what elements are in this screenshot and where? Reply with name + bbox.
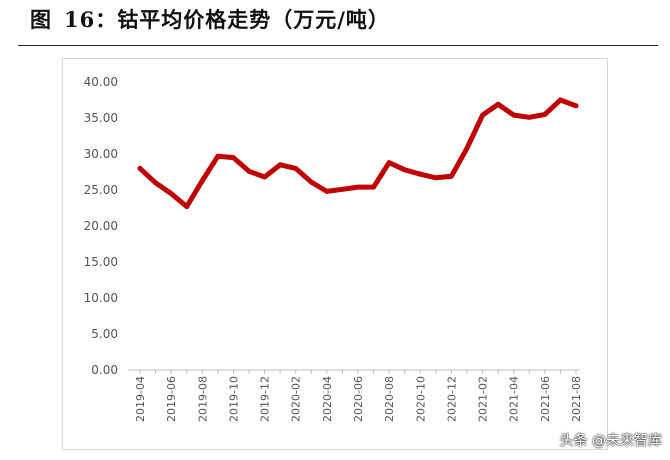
- y-tick-label: 20.00: [84, 219, 118, 233]
- data-point: [526, 114, 532, 120]
- x-tick-label: 2021-06: [539, 376, 552, 422]
- data-point: [231, 155, 236, 161]
- data-point: [324, 189, 330, 194]
- data-point: [153, 180, 158, 186]
- figure-label: 图: [30, 7, 52, 32]
- data-point: [417, 171, 423, 177]
- y-tick-label: 40.00: [84, 75, 118, 89]
- x-tick-label: 2020-06: [352, 376, 365, 422]
- data-point: [402, 167, 408, 173]
- data-point: [433, 175, 439, 181]
- data-point: [449, 173, 454, 179]
- data-point: [480, 112, 485, 118]
- data-point: [542, 112, 548, 117]
- data-point: [293, 166, 299, 171]
- x-tick-label: 2019-06: [165, 376, 178, 422]
- data-point: [137, 166, 143, 171]
- y-tick-label: 15.00: [84, 255, 118, 269]
- y-tick-label: 0.00: [91, 363, 118, 377]
- title-rule: [18, 45, 658, 46]
- data-point: [168, 191, 174, 197]
- data-point: [573, 103, 579, 109]
- x-tick-label: 2020-08: [383, 376, 396, 422]
- data-point: [355, 184, 361, 190]
- y-tick-label: 35.00: [84, 111, 118, 125]
- data-point: [386, 160, 392, 166]
- data-point: [558, 97, 563, 103]
- data-point: [340, 186, 345, 192]
- x-tick-label: 2020-10: [414, 376, 427, 422]
- data-point: [215, 153, 221, 159]
- data-point: [277, 162, 283, 168]
- data-point: [464, 145, 470, 151]
- figure-caption: 钴平均价格走势（万元/吨）: [117, 7, 390, 32]
- x-tick-label: 2021-08: [570, 376, 583, 422]
- plot-area: [137, 97, 579, 210]
- data-point: [262, 174, 267, 180]
- x-tick-label: 2020-02: [290, 376, 303, 422]
- x-tick-label: 2021-04: [508, 376, 521, 422]
- x-axis: 2019-04 2019-06 2019-08 2019-10 2019-12 2020-…: [128, 369, 583, 422]
- x-tick-label: 2019-10: [227, 376, 240, 422]
- x-tick-label: 2020-04: [321, 376, 334, 422]
- watermark: 头条 @未来智库: [559, 433, 662, 449]
- data-point: [371, 184, 376, 190]
- data-point: [184, 204, 190, 209]
- y-tick-label: 5.00: [91, 327, 118, 341]
- figure-title: 图 16：钴平均价格走势（万元/吨）: [30, 4, 390, 34]
- y-tick-label: 30.00: [84, 147, 118, 161]
- chart-panel: [62, 58, 608, 450]
- data-point: [246, 168, 252, 174]
- x-tick-label: 2019-04: [134, 376, 147, 422]
- x-tick-label: 2021-02: [477, 376, 490, 422]
- x-tick-label: 2019-08: [196, 376, 209, 422]
- data-point: [511, 112, 517, 118]
- data-point: [199, 178, 205, 184]
- y-tick-label: 25.00: [84, 183, 118, 197]
- y-tick-label: 10.00: [84, 291, 118, 305]
- figure-number: 16：: [64, 7, 118, 32]
- data-point: [308, 179, 314, 185]
- x-tick-label: 2020-12: [445, 376, 458, 422]
- y-axis: 0.00 5.00 10.00 15.00 20.00 25.00 30.00 35.00 40…: [84, 75, 118, 377]
- x-tick-label: 2019-12: [259, 376, 272, 422]
- series-line: [137, 97, 579, 210]
- data-point: [495, 101, 501, 107]
